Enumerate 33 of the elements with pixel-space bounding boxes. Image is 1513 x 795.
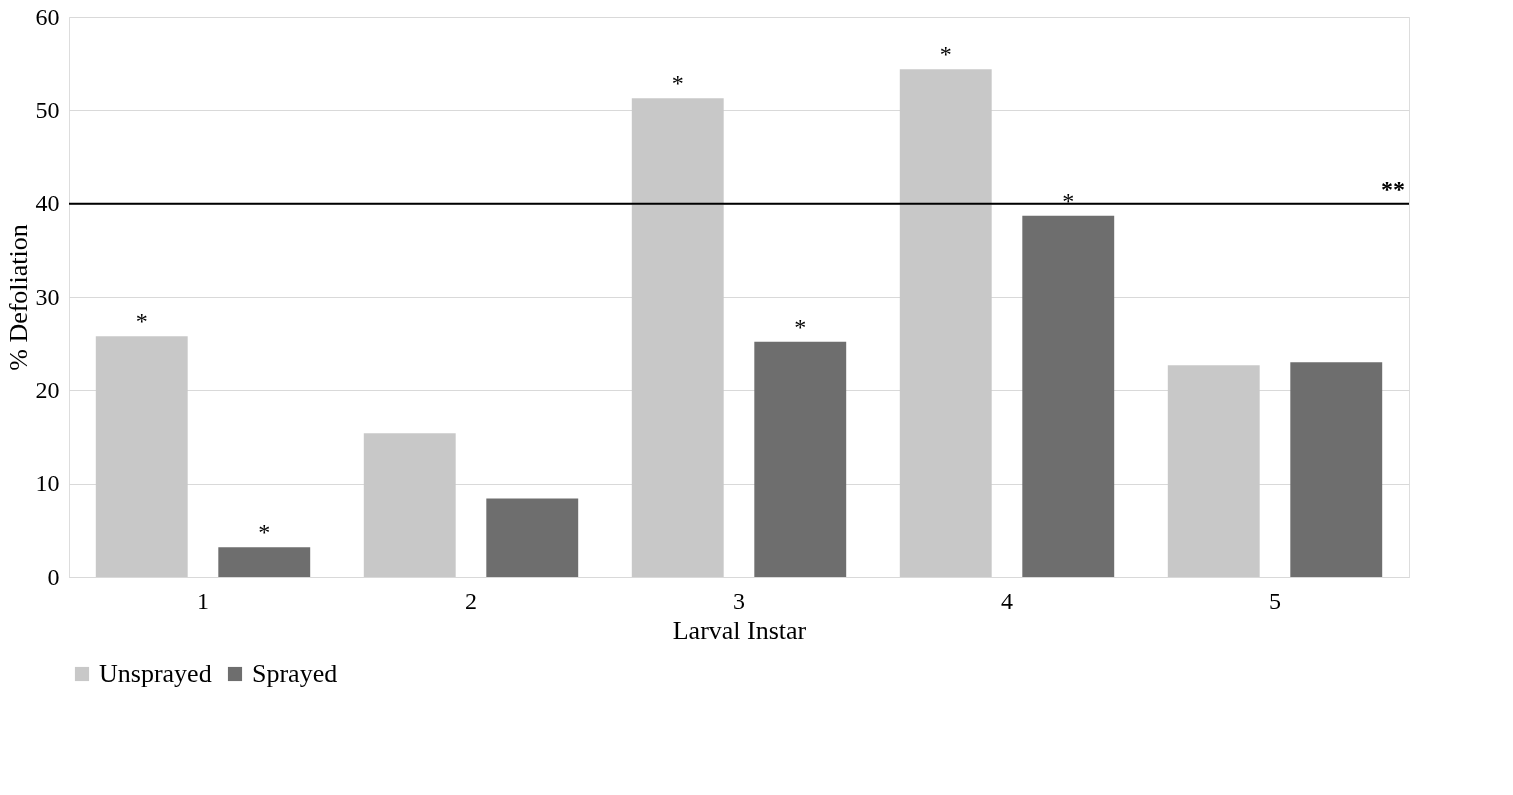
data-label: * <box>1062 187 1075 214</box>
bar <box>899 69 992 577</box>
y-tick-label: 60 <box>35 3 60 30</box>
bar <box>631 98 724 577</box>
legend-label: Sprayed <box>252 659 338 688</box>
data-label: * <box>671 70 684 97</box>
y-tick-label: 20 <box>35 376 60 403</box>
bar <box>1290 362 1383 577</box>
bar <box>1167 365 1260 577</box>
x-tick-label: 3 <box>733 587 745 614</box>
x-tick-label: 5 <box>1269 587 1281 614</box>
y-tick-label: 30 <box>35 283 60 310</box>
x-tick-label: 2 <box>465 587 477 614</box>
y-tick-label: 0 <box>47 563 60 590</box>
y-axis-title: % Defoliation <box>3 224 33 371</box>
bar <box>486 498 579 577</box>
x-tick-label: 4 <box>1001 587 1013 614</box>
x-tick-label: 1 <box>197 587 209 614</box>
bar <box>363 433 456 577</box>
bar <box>218 547 311 577</box>
data-label: * <box>258 519 271 546</box>
legend-label: Unsprayed <box>99 659 212 688</box>
y-tick-label: 50 <box>35 96 60 123</box>
y-tick-label: 10 <box>35 470 60 497</box>
data-label: * <box>939 41 952 68</box>
bar <box>754 341 847 577</box>
data-label: * <box>794 313 807 340</box>
bar <box>95 336 188 577</box>
ref-line-label: ** <box>1381 175 1405 202</box>
y-tick-label: 40 <box>35 190 60 217</box>
x-axis-title: Larval Instar <box>672 615 807 645</box>
bar <box>1022 215 1115 577</box>
data-label: * <box>135 308 148 335</box>
